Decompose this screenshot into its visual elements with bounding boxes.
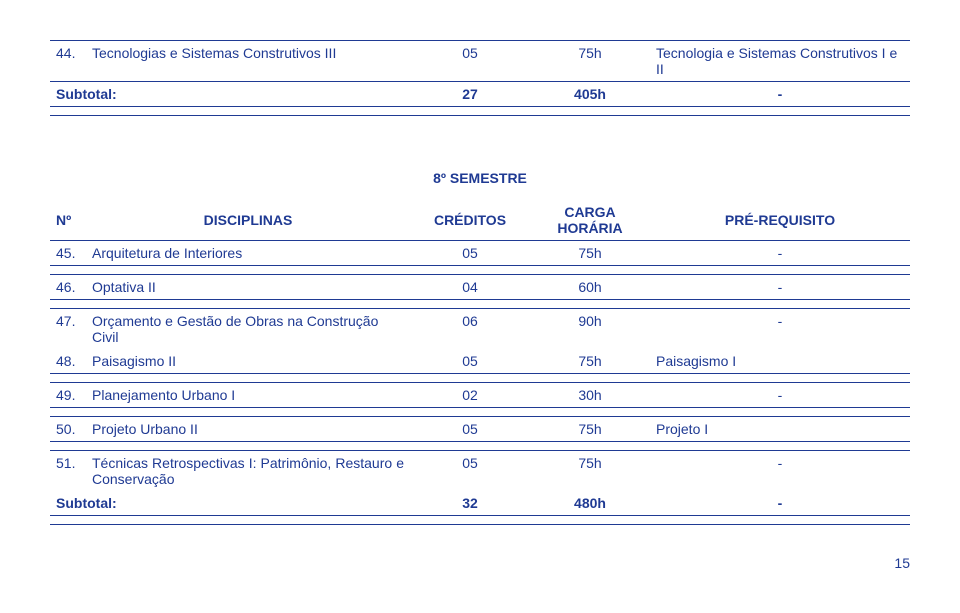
subtotal-row: Subtotal: 27 405h -	[50, 82, 910, 107]
row-name: Técnicas Retrospectivas I: Patrimônio, R…	[86, 451, 410, 492]
table-row: 46. Optativa II 04 60h -	[50, 275, 910, 300]
row-cred: 02	[410, 383, 530, 408]
subtotal-carga: 480h	[530, 491, 650, 515]
row-carga: 90h	[530, 309, 650, 350]
row-prereq: -	[650, 451, 910, 492]
row-carga: 75h	[530, 451, 650, 492]
page-number: 15	[50, 555, 910, 571]
header-disc: DISCIPLINAS	[86, 200, 410, 240]
row-name: Paisagismo II	[86, 349, 410, 373]
header-carga: CARGA HORÁRIA	[530, 200, 650, 240]
row-carga: 30h	[530, 383, 650, 408]
header-num: Nº	[50, 200, 86, 240]
row-cred: 06	[410, 309, 530, 350]
top-table: 44. Tecnologias e Sistemas Construtivos …	[50, 40, 910, 116]
row-prereq: Projeto I	[650, 417, 910, 442]
subtotal-label: Subtotal:	[50, 82, 410, 107]
header-row: Nº DISCIPLINAS CRÉDITOS CARGA HORÁRIA PR…	[50, 200, 910, 240]
row-prereq: -	[650, 241, 910, 266]
row-num: 49.	[50, 383, 86, 408]
row-num: 50.	[50, 417, 86, 442]
semester-title: 8º SEMESTRE	[50, 164, 910, 192]
row-name: Orçamento e Gestão de Obras na Construçã…	[86, 309, 410, 350]
subtotal-cred: 32	[410, 491, 530, 515]
table-row: 48. Paisagismo II 05 75h Paisagismo I	[50, 349, 910, 373]
row-prereq: -	[650, 383, 910, 408]
subtotal-label: Subtotal:	[50, 491, 410, 515]
table-row: 50. Projeto Urbano II 05 75h Projeto I	[50, 417, 910, 442]
row-name: Optativa II	[86, 275, 410, 300]
subtotal-row: Subtotal: 32 480h -	[50, 491, 910, 515]
row-carga: 60h	[530, 275, 650, 300]
header-cred: CRÉDITOS	[410, 200, 530, 240]
row-cred: 05	[410, 349, 530, 373]
row-prereq: -	[650, 275, 910, 300]
row-num: 46.	[50, 275, 86, 300]
header-prereq: PRÉ-REQUISITO	[650, 200, 910, 240]
row-cred: 05	[410, 417, 530, 442]
row-carga: 75h	[530, 241, 650, 266]
row-prereq: -	[650, 309, 910, 350]
row-num: 47.	[50, 309, 86, 350]
row-cred: 04	[410, 275, 530, 300]
row-name: Tecnologias e Sistemas Construtivos III	[86, 41, 410, 82]
row-carga: 75h	[530, 349, 650, 373]
row-name: Arquitetura de Interiores	[86, 241, 410, 266]
table-row: 47. Orçamento e Gestão de Obras na Const…	[50, 309, 910, 350]
row-num: 48.	[50, 349, 86, 373]
table-row: 44. Tecnologias e Sistemas Construtivos …	[50, 41, 910, 82]
row-num: 44.	[50, 41, 86, 82]
row-num: 51.	[50, 451, 86, 492]
table-row: 49. Planejamento Urbano I 02 30h -	[50, 383, 910, 408]
table-row: 45. Arquitetura de Interiores 05 75h -	[50, 241, 910, 266]
row-name: Projeto Urbano II	[86, 417, 410, 442]
row-carga: 75h	[530, 417, 650, 442]
subtotal-cred: 27	[410, 82, 530, 107]
row-prereq: Tecnologia e Sistemas Construtivos I e I…	[650, 41, 910, 82]
row-name: Planejamento Urbano I	[86, 383, 410, 408]
row-prereq: Paisagismo I	[650, 349, 910, 373]
semester-table: 8º SEMESTRE Nº DISCIPLINAS CRÉDITOS CARG…	[50, 116, 910, 525]
subtotal-prereq: -	[650, 82, 910, 107]
row-cred: 05	[410, 451, 530, 492]
row-cred: 05	[410, 241, 530, 266]
row-carga: 75h	[530, 41, 650, 82]
subtotal-carga: 405h	[530, 82, 650, 107]
row-num: 45.	[50, 241, 86, 266]
table-row: 51. Técnicas Retrospectivas I: Patrimôni…	[50, 451, 910, 492]
subtotal-prereq: -	[650, 491, 910, 515]
row-cred: 05	[410, 41, 530, 82]
